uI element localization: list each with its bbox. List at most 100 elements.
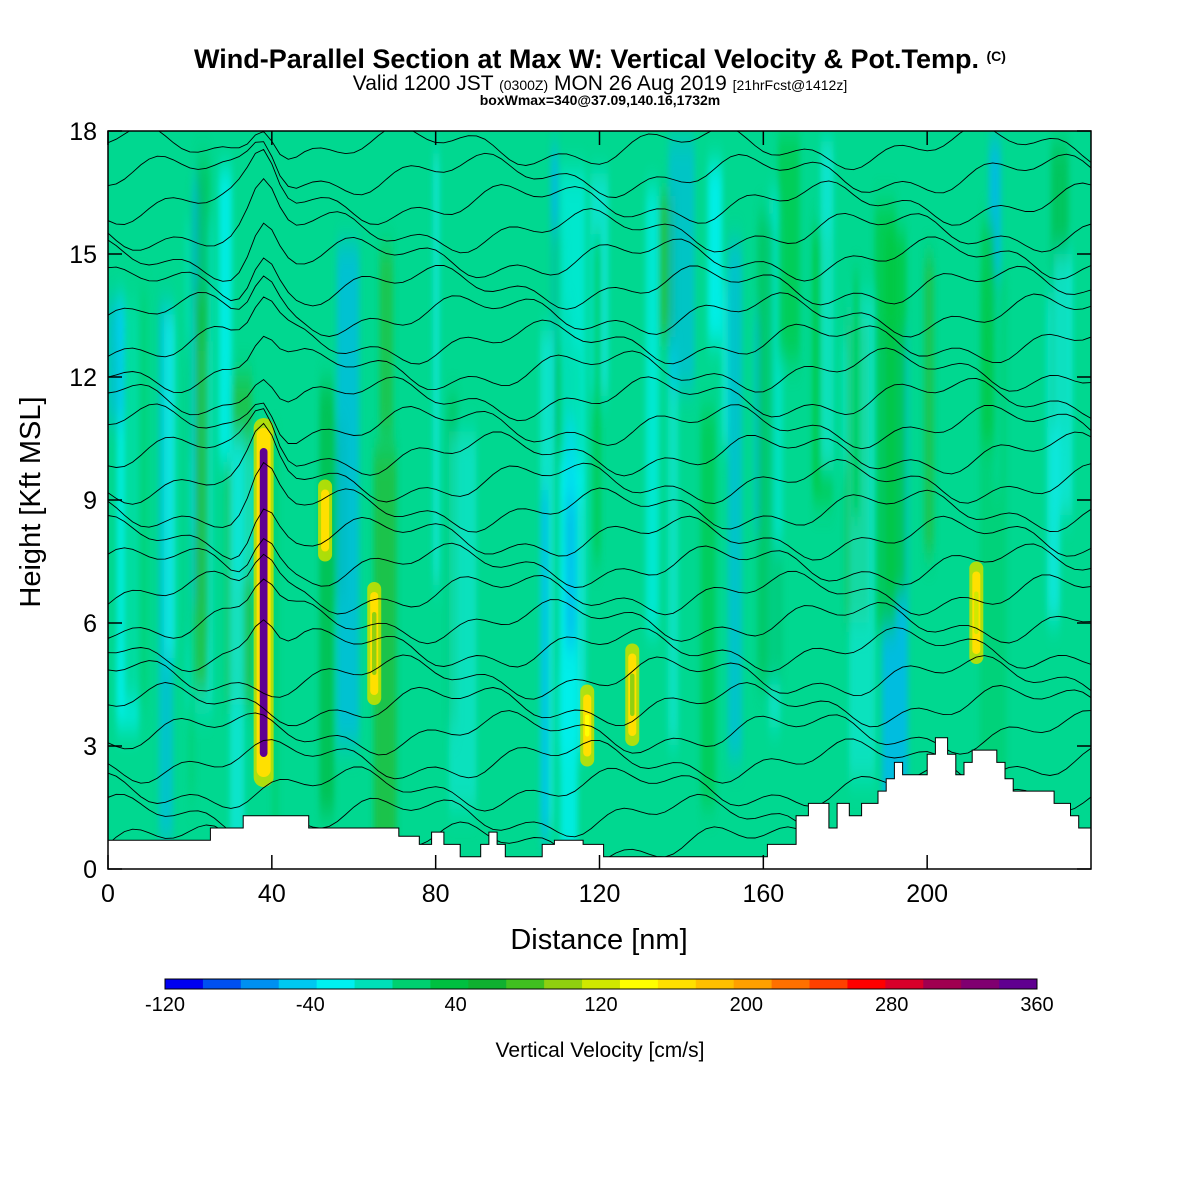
chart-subtitle: Valid 1200 JST (0300Z) MON 26 Aug 2019 [… [0, 72, 1200, 96]
colorbar-tick-label: 360 [1020, 994, 1053, 1016]
isentrope [108, 553, 1091, 616]
terrain [108, 737, 1091, 869]
velocity-streak [667, 347, 679, 745]
velocity-streak [707, 163, 723, 343]
colorbar-swatch [809, 979, 848, 989]
y-tick-label: 3 [83, 733, 97, 761]
velocity-streak [852, 277, 860, 517]
velocity-streak [668, 138, 695, 389]
colorbar-tick-label: 40 [445, 994, 467, 1016]
velocity-streak [778, 135, 800, 360]
velocity-streak [124, 289, 148, 704]
x-tick-label: 120 [579, 880, 621, 908]
colorbar-swatch [733, 979, 773, 989]
y-axis: 0 3 6 9 12 15 18 [69, 118, 1091, 884]
updraft-core [625, 643, 640, 746]
isentrope [108, 141, 1091, 198]
colorbar-swatch [316, 979, 356, 989]
valid-date: MON 26 Aug 2019 [553, 72, 727, 95]
velocity-streak [981, 222, 995, 445]
velocity-streak [773, 204, 784, 547]
colorbar-swatch [468, 979, 507, 989]
colorbar-swatch [544, 979, 583, 989]
colorbar-swatch [847, 979, 886, 989]
colorbar-swatch [885, 979, 924, 989]
y-tick-label: 0 [83, 856, 97, 884]
isentrope [108, 222, 1091, 282]
colorbar-swatch [354, 979, 393, 989]
isentrope [108, 178, 1091, 254]
colorbar-tick-label: -40 [296, 994, 325, 1016]
colorbar-tick-label: 120 [584, 994, 617, 1016]
y-axis-title: Height [Kft MSL] [15, 396, 47, 607]
x-tick-label: 160 [742, 880, 784, 908]
colorbar-swatch [923, 979, 962, 989]
velocity-streak [989, 140, 1001, 325]
valid-time: Valid 1200 JST [352, 72, 494, 95]
colorbar-swatch [165, 979, 204, 989]
y-tick-label: 15 [69, 241, 97, 269]
isentrope [108, 335, 1091, 394]
velocity-streak [700, 411, 716, 806]
updraft-core [367, 582, 382, 705]
colorbar-tick-label: 280 [875, 994, 908, 1016]
velocity-streak [721, 279, 730, 446]
isentrope [108, 461, 1091, 533]
x-tick-label: 200 [906, 880, 948, 908]
colorbar-swatch [506, 979, 545, 989]
velocity-streak [373, 447, 397, 869]
velocity-streak [432, 153, 440, 585]
colorbar-swatch [278, 979, 318, 989]
box-info: boxWmax=340@37.09,140.16,1732m [479, 92, 721, 108]
forecast-info: [21hrFcst@1412z] [732, 77, 848, 93]
x-tick-label: 0 [101, 880, 115, 908]
velocity-streak [163, 314, 176, 658]
updraft-core [318, 479, 333, 562]
isentrope [108, 376, 1091, 422]
velocity-streak [564, 419, 577, 647]
isentrope [108, 578, 1091, 645]
x-tick-label: 40 [258, 880, 286, 908]
title-main: Wind-Parallel Section at Max W: Vertical… [194, 44, 979, 74]
velocity-streak [645, 187, 660, 633]
velocity-streak [820, 141, 834, 471]
isentrope [108, 275, 1091, 338]
velocity-streak [727, 241, 742, 760]
velocity-streak [108, 300, 125, 422]
updraft-core [969, 561, 984, 664]
velocity-streak [379, 249, 394, 437]
updraft-cores [253, 418, 984, 787]
isentrope [108, 508, 1091, 561]
velocity-streak [229, 435, 245, 868]
isentrope [108, 682, 1091, 728]
x-axis-title: Distance [nm] [510, 924, 687, 956]
isentrope [108, 296, 1091, 365]
y-tick-label: 9 [83, 487, 97, 515]
isentrope [108, 538, 1091, 588]
colorbar-swatch [582, 979, 621, 989]
velocity-streak [272, 441, 279, 869]
isentrope [108, 257, 1091, 310]
colorbar-title: Vertical Velocity [cm/s] [496, 1039, 705, 1062]
velocity-streaks [108, 135, 1073, 869]
colorbar-swatch [999, 979, 1038, 989]
velocity-streak [540, 489, 549, 844]
velocity-streak [188, 329, 195, 799]
velocity-streak [593, 234, 601, 560]
isentrope [108, 738, 1091, 784]
isentrope [108, 402, 1091, 450]
colorbar-swatch [430, 979, 469, 989]
velocity-streak [874, 205, 897, 632]
colorbar-tick-label: -120 [145, 994, 185, 1016]
x-axis: 0 40 80 120 160 200 [101, 131, 948, 908]
colorbar: -120 -40 40 120 200 280 360 [145, 978, 1054, 1016]
isentrope [108, 654, 1091, 700]
colorbar-swatch [202, 979, 242, 989]
colorbar-tick-label: 200 [730, 994, 763, 1016]
isentrope [108, 619, 1091, 673]
y-tick-label: 18 [69, 118, 97, 146]
y-tick-label: 12 [69, 364, 97, 392]
y-tick-label: 6 [83, 610, 97, 638]
colorbar-swatch [657, 979, 697, 989]
